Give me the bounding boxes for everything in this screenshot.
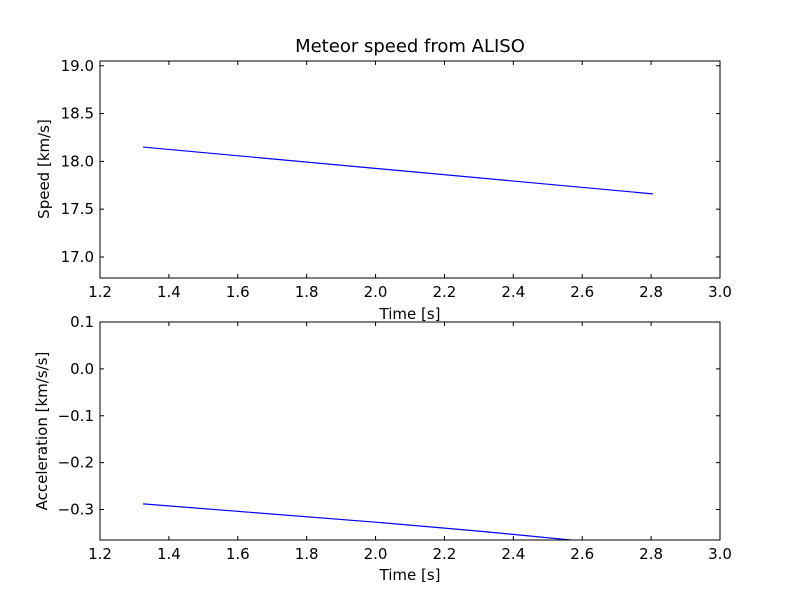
y-tick-label: −0.2 — [58, 454, 94, 472]
x-tick-label: 1.2 — [88, 545, 112, 563]
x-tick-label: 2.0 — [364, 545, 388, 563]
chart-title: Meteor speed from ALISO — [295, 36, 525, 57]
x-tick-label: 2.2 — [433, 283, 457, 301]
x-tick-label: 2.2 — [433, 545, 457, 563]
series-line — [143, 146, 653, 195]
y-tick-label: 17.5 — [61, 200, 94, 218]
x-tick-label: 2.6 — [570, 283, 594, 301]
plot-area: 1.2 1.4 1.6 1.8 2.0 2.2 2.4 2.6 2.8 3.0 −0.3 −0.2 −0… — [58, 313, 732, 563]
y-tick-label: −0.1 — [58, 407, 94, 425]
y-tick-label: 18.5 — [61, 105, 94, 123]
x-tick-label: 2.8 — [639, 545, 663, 563]
speed-panel: Meteor speed from ALISO Time [s] Speed [… — [35, 36, 732, 323]
x-tick-label: 1.4 — [157, 545, 181, 563]
x-tick-label: 1.2 — [88, 283, 112, 301]
x-tick-label: 1.4 — [157, 283, 181, 301]
x-tick-label: 1.8 — [295, 545, 319, 563]
x-tick-label: 2.4 — [501, 283, 525, 301]
y-tick-label: 17.0 — [61, 248, 94, 266]
axes-frame — [99, 321, 721, 541]
y-tick-label: 0.0 — [70, 360, 94, 378]
plot-area: 1.2 1.4 1.6 1.8 2.0 2.2 2.4 2.6 2.8 3.0 17.0 17.5 18… — [61, 57, 732, 301]
y-tick-label: 0.1 — [70, 313, 94, 331]
y-tick-label: −0.3 — [58, 501, 94, 519]
y-tick-label: 18.0 — [61, 152, 94, 170]
x-tick-label: 2.8 — [639, 283, 663, 301]
x-tick-label: 2.4 — [501, 545, 525, 563]
x-tick-label: 1.8 — [295, 283, 319, 301]
x-tick-label: 1.6 — [226, 545, 250, 563]
x-axis-label: Time [s] — [379, 305, 441, 323]
x-axis-label: Time [s] — [379, 566, 441, 584]
acceleration-panel: Time [s] Acceleration [km/s/s] 1.2 1.4 1.6… — [33, 313, 732, 584]
x-tick-label: 1.6 — [226, 283, 250, 301]
x-tick-label: 3.0 — [708, 283, 732, 301]
y-axis-label: Speed [km/s] — [35, 119, 53, 219]
x-tick-label: 3.0 — [708, 545, 732, 563]
axes-frame — [99, 60, 721, 279]
y-tick-label: 19.0 — [61, 57, 94, 75]
x-tick-label: 2.0 — [364, 283, 388, 301]
x-tick-label: 2.6 — [570, 545, 594, 563]
y-axis-label: Acceleration [km/s/s] — [33, 352, 51, 511]
